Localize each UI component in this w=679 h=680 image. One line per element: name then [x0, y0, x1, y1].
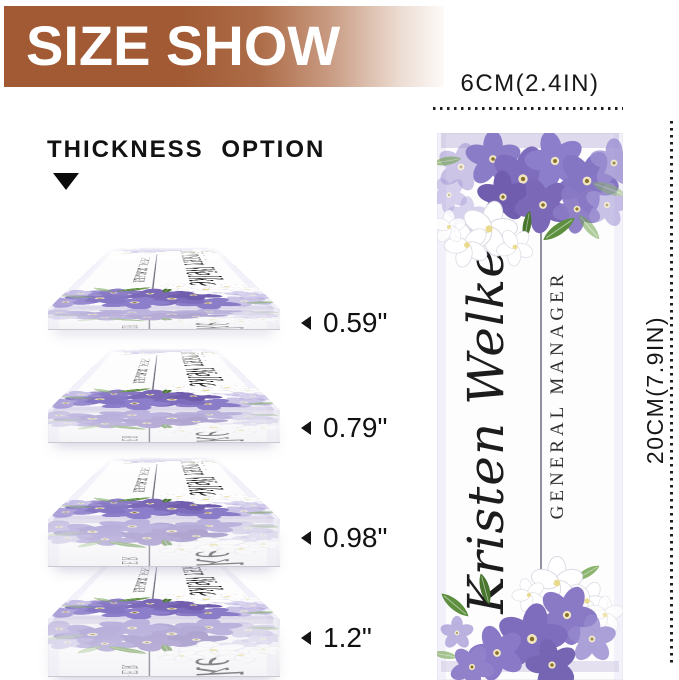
banner: SIZE SHOW	[4, 6, 444, 87]
banner-title: SIZE SHOW	[26, 14, 341, 77]
width-dotted-line	[433, 107, 623, 110]
name-plate-product-image	[437, 133, 623, 680]
width-dimension-label: 6CM(2.4IN)	[460, 70, 600, 97]
thickness-label-4: 1.2"	[301, 622, 372, 654]
thickness-value: 0.79"	[323, 412, 388, 443]
plate-front-face	[48, 410, 280, 443]
plate-front-face	[48, 309, 280, 330]
thickness-heading: THICKNESS OPTION	[47, 136, 326, 163]
thickness-value: 0.98"	[323, 522, 388, 553]
left-arrow-icon	[301, 421, 311, 435]
left-arrow-icon	[301, 531, 311, 545]
thickness-label-1: 0.59"	[301, 307, 387, 339]
thickness-value: 0.59"	[323, 307, 388, 338]
height-dimension-label: 20CM(7.9IN)	[642, 315, 668, 465]
height-dotted-line	[670, 121, 673, 663]
thickness-label-3: 0.98"	[301, 522, 387, 554]
thickness-plate-3	[48, 457, 280, 567]
thickness-value: 1.2"	[323, 622, 372, 653]
plate-front-face	[48, 619, 280, 677]
left-arrow-icon	[301, 316, 311, 330]
left-arrow-icon	[301, 631, 311, 645]
plate-front-face	[48, 519, 280, 567]
thickness-plate-4	[48, 557, 280, 677]
thickness-plate-2	[48, 348, 280, 443]
plate-top-face	[48, 457, 280, 519]
thickness-label-2: 0.79"	[301, 412, 387, 444]
thickness-plate-1	[48, 247, 280, 330]
down-triangle-icon	[53, 173, 79, 190]
plate-top-face	[48, 348, 280, 410]
plate-top-face	[48, 247, 280, 309]
